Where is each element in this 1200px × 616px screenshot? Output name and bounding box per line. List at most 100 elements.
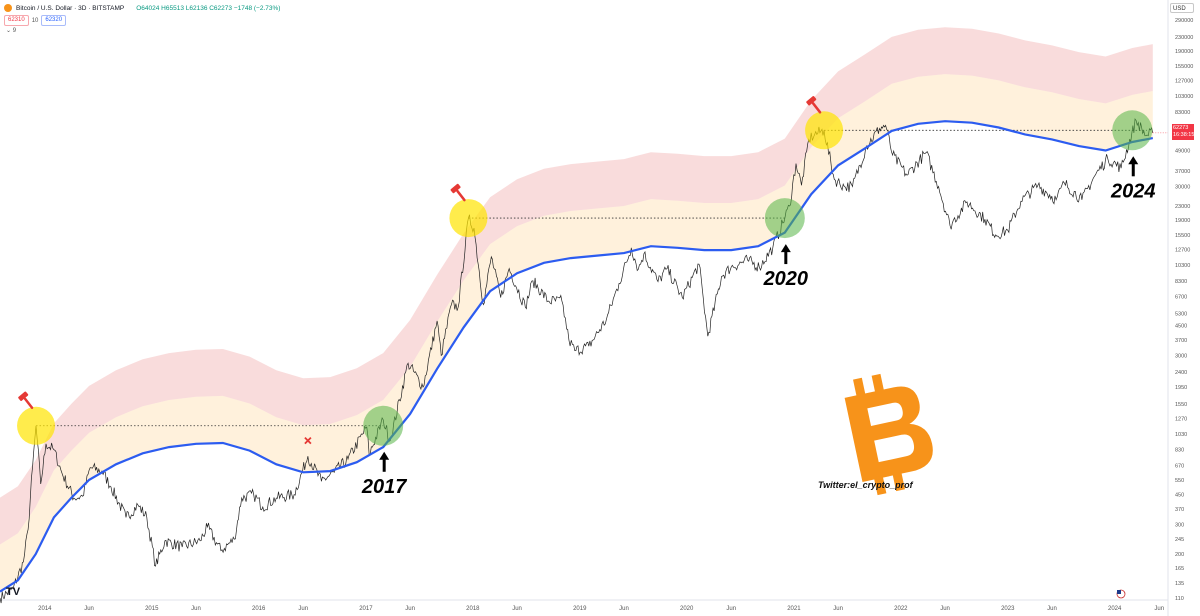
- y-tick-label: 19000: [1175, 218, 1190, 224]
- x-tick-label: Jun: [405, 606, 415, 612]
- x-tick-label: Jun: [512, 606, 522, 612]
- x-tick-label: Jun: [1047, 606, 1057, 612]
- breakout-circle: [764, 198, 805, 239]
- spread-value: 10: [31, 17, 39, 24]
- tradingview-logo[interactable]: TV: [6, 586, 21, 598]
- y-tick-label: 550: [1175, 478, 1184, 484]
- x-tick-label: Jun: [191, 606, 201, 612]
- y-tick-label: 200: [1175, 552, 1184, 558]
- y-tick-label: 135: [1175, 581, 1184, 587]
- last-price-tag: 62273 16:38:15: [1172, 124, 1194, 140]
- y-tick-label: 5300: [1175, 312, 1187, 318]
- ohlc-values: O64024 H65513 L62136 C62273 −1748 (−2.73…: [136, 4, 281, 12]
- x-tick-label: 2021: [787, 606, 801, 612]
- breakout-year-label: 2017: [361, 476, 407, 498]
- y-tick-label: 6700: [1175, 294, 1187, 300]
- cycle-top-circle: [17, 406, 56, 445]
- x-tick-label: Jun: [726, 606, 736, 612]
- bar-countdown: 16:38:15: [1173, 132, 1195, 138]
- x-tick-label: Jun: [940, 606, 950, 612]
- y-tick-label: 10300: [1175, 263, 1190, 269]
- y-tick-label: 245: [1175, 537, 1184, 543]
- breakout-year-label: 2024: [1110, 180, 1156, 202]
- hammer-handle: [811, 102, 822, 114]
- y-tick-label: 370: [1175, 507, 1184, 513]
- y-tick-label: 15500: [1175, 233, 1190, 239]
- y-tick-label: 165: [1175, 566, 1184, 572]
- y-tick-label: 127000: [1175, 79, 1193, 85]
- breakout-circle: [363, 405, 404, 446]
- x-tick-label: Jun: [1154, 606, 1164, 612]
- hammer-handle: [23, 397, 34, 410]
- x-tick-label: Jun: [833, 606, 843, 612]
- hammer-icon: [18, 391, 29, 401]
- hammer-icon: [450, 183, 461, 194]
- x-tick-label: 2022: [894, 606, 908, 612]
- y-tick-label: 110: [1175, 596, 1184, 602]
- x-tick-label: 2017: [359, 606, 373, 612]
- x-tick-label: 2014: [38, 606, 52, 612]
- y-tick-label: 670: [1175, 463, 1184, 469]
- y-tick-label: 155000: [1175, 64, 1193, 70]
- breakout-arrow-icon: [1128, 156, 1139, 165]
- indicator-collapse-toggle[interactable]: ⌄ 9: [6, 28, 17, 34]
- y-tick-label: 37000: [1175, 169, 1190, 175]
- y-tick-label: 450: [1175, 493, 1184, 499]
- y-tick-label: 1950: [1175, 385, 1187, 391]
- y-tick-label: 49000: [1175, 148, 1190, 154]
- breakout-year-label: 2020: [763, 268, 809, 290]
- x-tick-label: 2018: [466, 606, 480, 612]
- twitter-watermark: Twitter:el_crypto_prof: [818, 480, 913, 490]
- y-tick-label: 3000: [1175, 353, 1187, 359]
- y-tick-label: 83000: [1175, 110, 1190, 116]
- cycle-top-circle: [449, 199, 488, 238]
- y-tick-label: 230000: [1175, 35, 1193, 41]
- x-tick-label: 2019: [573, 606, 587, 612]
- y-tick-label: 103000: [1175, 94, 1193, 100]
- y-tick-label: 830: [1175, 448, 1184, 454]
- y-tick-label: 300: [1175, 522, 1184, 528]
- hammer-icon: [806, 96, 817, 106]
- x-tick-label: 2024: [1108, 606, 1122, 612]
- breakout-arrow-icon: [379, 451, 390, 460]
- y-tick-label: 1550: [1175, 402, 1187, 408]
- y-tick-label: 1030: [1175, 432, 1187, 438]
- currency-selector[interactable]: USD: [1170, 3, 1194, 13]
- x-tick-label: 2016: [252, 606, 266, 612]
- x-tick-label: Jun: [619, 606, 629, 612]
- price-line: [0, 118, 1154, 604]
- breakout-arrow-icon: [780, 244, 791, 253]
- x-tick-label: 2020: [680, 606, 694, 612]
- band-lower: [0, 74, 1153, 592]
- chart-header: Bitcoin / U.S. Dollar · 3D · BITSTAMP O6…: [4, 2, 280, 14]
- y-tick-label: 4500: [1175, 324, 1187, 330]
- breakout-circle: [1112, 110, 1153, 151]
- y-tick-label: 30000: [1175, 184, 1190, 190]
- y-tick-label: 2400: [1175, 370, 1187, 376]
- sell-price-pill[interactable]: 62310: [4, 15, 29, 26]
- bitcoin-symbol-icon: [844, 373, 933, 496]
- x-tick-label: Jun: [298, 606, 308, 612]
- y-tick-label: 12700: [1175, 248, 1190, 254]
- buy-price-pill[interactable]: 62320: [41, 15, 67, 26]
- bid-ask-row: 62310 10 62320: [4, 15, 67, 26]
- symbol-title[interactable]: Bitcoin / U.S. Dollar · 3D · BITSTAMP: [16, 4, 125, 12]
- last-price-value: 62273: [1173, 125, 1189, 131]
- y-tick-label: 1270: [1175, 416, 1187, 422]
- band-upper: [0, 27, 1153, 545]
- x-tick-label: 2015: [145, 606, 159, 612]
- y-tick-label: 3700: [1175, 338, 1187, 344]
- y-tick-label: 290000: [1175, 18, 1193, 24]
- y-tick-label: 190000: [1175, 49, 1193, 55]
- moving-average-line: [0, 120, 1154, 593]
- x-tick-label: 2023: [1001, 606, 1015, 612]
- hammer-handle: [456, 189, 466, 202]
- y-tick-label: 23000: [1175, 204, 1190, 210]
- us-flag-canton: [1117, 590, 1121, 594]
- x-tick-label: Jun: [84, 606, 94, 612]
- bitcoin-logo-icon: [4, 4, 12, 12]
- x-marker-icon: [304, 436, 312, 445]
- y-tick-label: 8300: [1175, 279, 1187, 285]
